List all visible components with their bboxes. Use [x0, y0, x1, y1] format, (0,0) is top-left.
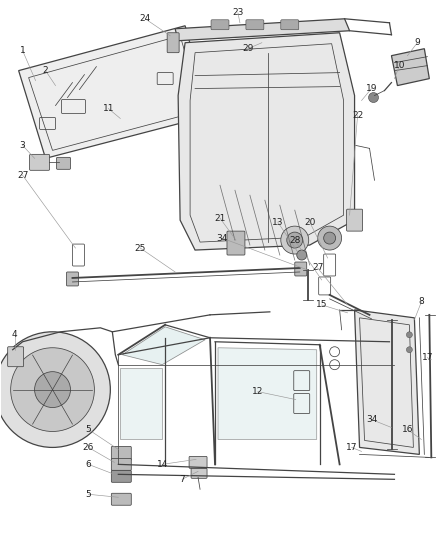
Circle shape	[406, 332, 413, 338]
FancyBboxPatch shape	[281, 20, 299, 30]
FancyBboxPatch shape	[111, 447, 131, 461]
FancyBboxPatch shape	[346, 209, 363, 231]
Text: 21: 21	[214, 214, 226, 223]
Text: 16: 16	[402, 425, 413, 434]
FancyBboxPatch shape	[111, 493, 131, 505]
Circle shape	[297, 250, 307, 260]
Text: 4: 4	[12, 330, 18, 340]
Text: 22: 22	[352, 111, 363, 120]
Polygon shape	[120, 368, 162, 439]
Text: 23: 23	[232, 9, 244, 17]
Text: 6: 6	[85, 460, 91, 469]
Circle shape	[0, 332, 110, 447]
FancyBboxPatch shape	[111, 458, 131, 470]
FancyBboxPatch shape	[227, 231, 245, 255]
Circle shape	[324, 232, 336, 244]
Circle shape	[35, 372, 71, 408]
FancyBboxPatch shape	[30, 155, 49, 171]
Text: 9: 9	[414, 38, 420, 47]
Text: 24: 24	[140, 14, 151, 23]
Text: 26: 26	[83, 443, 94, 452]
Polygon shape	[19, 26, 210, 158]
Circle shape	[11, 348, 95, 432]
Circle shape	[318, 226, 342, 250]
Text: 20: 20	[304, 217, 315, 227]
FancyBboxPatch shape	[295, 262, 307, 276]
Polygon shape	[355, 310, 419, 455]
FancyBboxPatch shape	[67, 272, 78, 286]
Text: 34: 34	[216, 233, 228, 243]
Text: 5: 5	[85, 490, 91, 499]
Text: 5: 5	[85, 425, 91, 434]
Polygon shape	[392, 49, 429, 86]
Text: 19: 19	[366, 84, 377, 93]
Text: 3: 3	[20, 141, 25, 150]
Text: 27: 27	[17, 171, 28, 180]
FancyBboxPatch shape	[57, 157, 71, 169]
Text: 25: 25	[134, 244, 146, 253]
FancyBboxPatch shape	[191, 469, 207, 478]
FancyBboxPatch shape	[167, 33, 179, 53]
Text: 27: 27	[312, 263, 323, 272]
Text: 2: 2	[43, 66, 48, 75]
Circle shape	[281, 226, 309, 254]
Circle shape	[287, 232, 303, 248]
Text: 34: 34	[366, 415, 377, 424]
FancyBboxPatch shape	[111, 470, 131, 482]
FancyBboxPatch shape	[189, 456, 207, 469]
Text: 28: 28	[289, 236, 300, 245]
Text: 11: 11	[102, 104, 114, 113]
Text: 17: 17	[346, 443, 357, 452]
Polygon shape	[122, 327, 205, 365]
Text: 12: 12	[252, 387, 264, 396]
Text: 7: 7	[179, 475, 185, 484]
FancyBboxPatch shape	[246, 20, 264, 30]
FancyBboxPatch shape	[8, 347, 24, 367]
Text: 1: 1	[20, 46, 25, 55]
Circle shape	[406, 347, 413, 353]
Text: 29: 29	[242, 44, 254, 53]
Text: 13: 13	[272, 217, 283, 227]
Polygon shape	[178, 33, 355, 250]
Text: 14: 14	[156, 460, 168, 469]
FancyBboxPatch shape	[211, 20, 229, 30]
Text: 15: 15	[316, 301, 328, 309]
Circle shape	[368, 93, 378, 102]
Text: 17: 17	[422, 353, 433, 362]
Polygon shape	[175, 19, 350, 41]
Text: 8: 8	[418, 297, 424, 306]
Polygon shape	[218, 348, 317, 439]
Text: 10: 10	[394, 61, 405, 70]
